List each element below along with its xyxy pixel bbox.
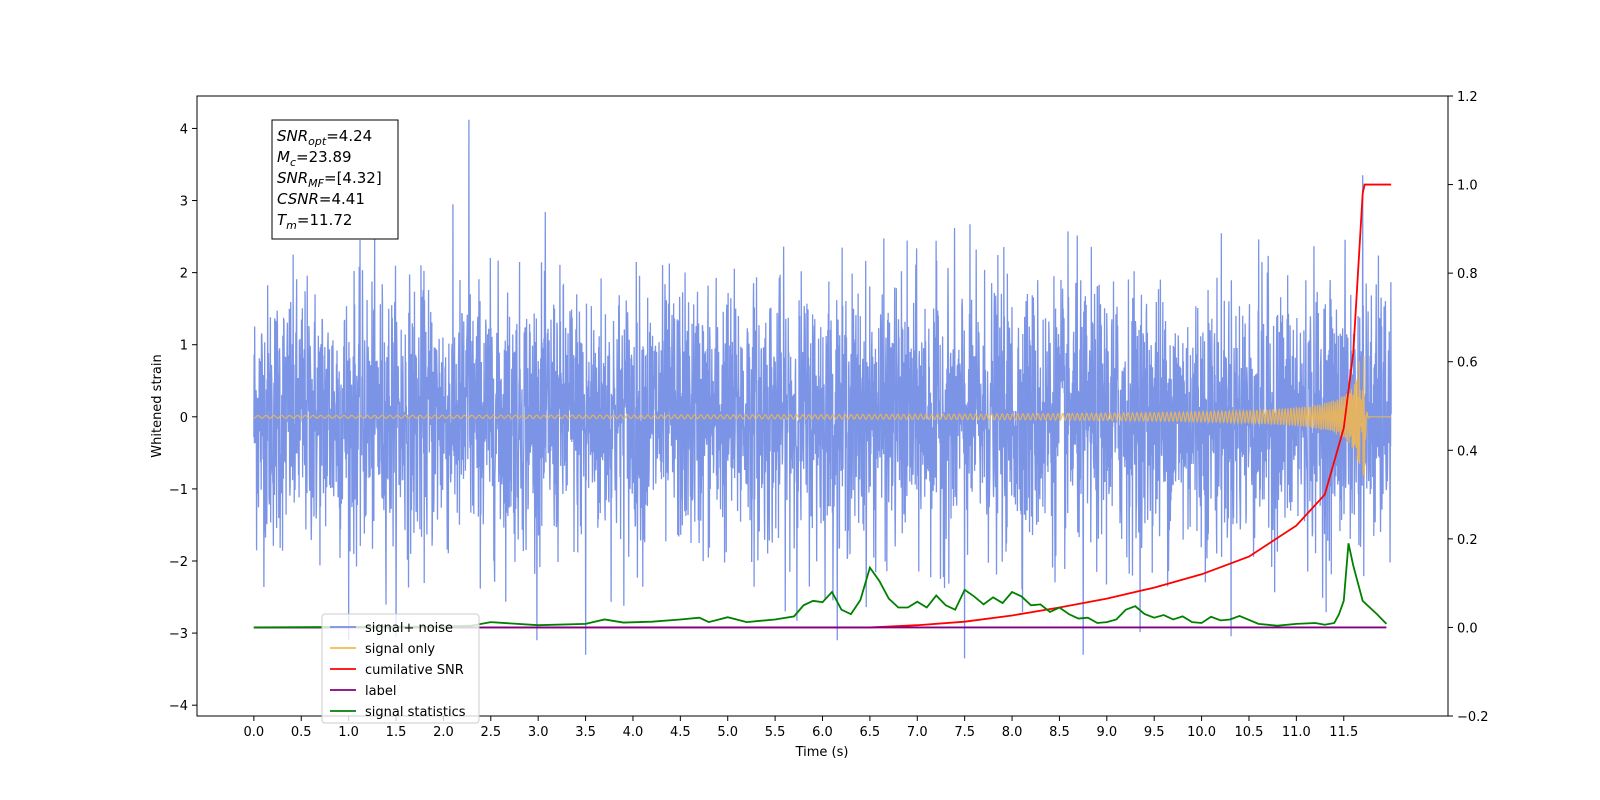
x-tick-label: 11.0 [1282,725,1311,740]
annotation-line: CSNR=4.41 [277,190,365,208]
y-axis-title: Whitened strain [150,354,165,457]
annotation-line: SNRMF=[4.32] [277,169,382,190]
legend-label: signal statistics [365,705,466,720]
y-tick-label: 0 [180,411,188,426]
y-tick-label: 2 [180,267,188,282]
series-layer [253,119,1392,659]
y2-tick-label: 0.0 [1457,621,1478,636]
y-tick-label: −3 [169,627,188,642]
series-cumilative-snr [253,183,1392,629]
y2-tick-label: −0.2 [1457,710,1489,725]
y2-tick-label: 0.8 [1457,267,1478,282]
annotation-line: Mc=23.89 [277,148,352,169]
x-tick-label: 6.0 [812,725,833,740]
y-tick-label: −2 [169,555,188,570]
x-tick-label: 9.0 [1096,725,1117,740]
y2-tick-label: 1.0 [1457,179,1478,194]
x-tick-label: 10.0 [1187,725,1216,740]
y-tick-label: 4 [180,122,188,137]
y-axis-right: 1.2 1.0 0.8 0.6 0.4 0.2 0.0 −0.2 [1448,90,1489,725]
x-tick-label: 1.0 [338,725,359,740]
x-tick-label: 1.5 [386,725,407,740]
y2-tick-label: 0.6 [1457,356,1478,371]
legend-label: label [365,684,396,699]
legend-label: cumilative SNR [365,663,464,678]
x-tick-label: 10.5 [1235,725,1264,740]
y-tick-label: −4 [169,699,188,714]
x-tick-label: 11.5 [1329,725,1358,740]
x-tick-label: 9.5 [1144,725,1165,740]
x-tick-label: 2.5 [480,725,501,740]
series-signal-noise [253,119,1392,659]
legend: signal+ noise signal only cumilative SNR la… [321,613,480,724]
x-tick-label: 4.0 [623,725,644,740]
x-tick-label: 5.0 [717,725,738,740]
x-tick-label: 7.0 [907,725,928,740]
x-tick-label: 7.5 [954,725,975,740]
x-tick-label: 6.5 [860,725,881,740]
x-tick-label: 5.5 [765,725,786,740]
x-tick-label: 3.0 [528,725,549,740]
y-tick-label: 1 [180,339,188,354]
y2-tick-label: 0.4 [1457,444,1478,459]
series-signal-only [253,355,1392,478]
x-axis: 0.0 0.5 1.0 1.5 2.0 2.5 3.0 3.5 4.0 4.5 5.0 5.5 6.0 6… [244,716,1358,740]
y-tick-label: 3 [180,195,188,210]
x-tick-label: 0.0 [244,725,265,740]
x-tick-label: 0.5 [291,725,312,740]
x-tick-label: 8.5 [1049,725,1070,740]
annotation-line: SNRopt=4.24 [277,127,372,148]
legend-frame [321,613,480,724]
x-axis-title: Time (s) [795,745,849,760]
x-tick-label: 8.0 [1002,725,1023,740]
y2-tick-label: 1.2 [1457,90,1478,105]
annotation-box: SNRopt=4.24Mc=23.89SNRMF=[4.32]CSNR=4.41… [271,119,399,240]
legend-label: signal+ noise [365,621,453,636]
series-signal-statistics [253,543,1388,629]
x-tick-label: 2.0 [433,725,454,740]
y2-tick-label: 0.2 [1457,533,1478,548]
y-tick-label: −1 [169,483,188,498]
y-axis-left: 4 3 2 1 0 −1 −2 −3 −4 [169,122,197,714]
x-tick-label: 4.5 [670,725,691,740]
annotation-line: Tm=11.72 [277,211,352,232]
annotation-frame [271,119,399,240]
legend-label: signal only [365,642,435,657]
x-tick-label: 3.5 [575,725,596,740]
